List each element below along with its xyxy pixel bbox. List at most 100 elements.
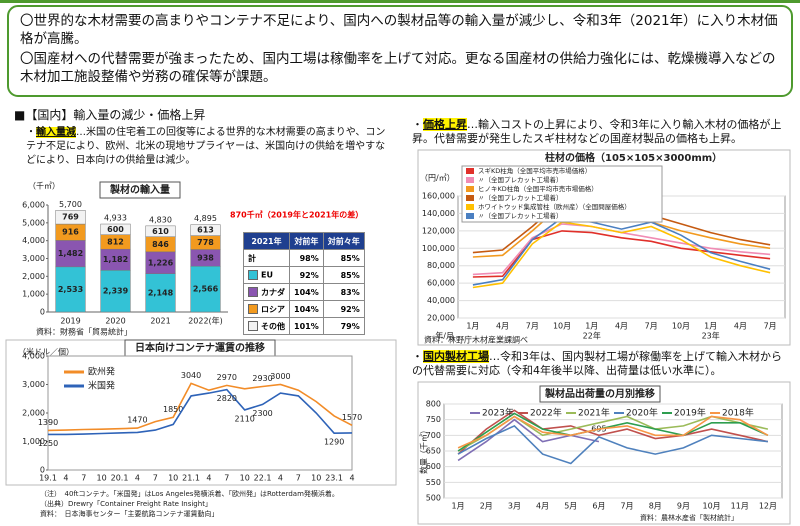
text: …令和3年は、国内製材工場が稼働率を上げて輸入木材からの代替需要に対応（令和4年… bbox=[412, 350, 782, 377]
source: 資料：財務省「貿易統計」 bbox=[36, 327, 132, 337]
right-bullet-2: ・国内製材工場…令和3年は、国内製材工場が稼働率を上げて輸入木材からの代替需要に… bbox=[412, 350, 782, 377]
bar-segment bbox=[190, 224, 221, 236]
data-label: 769 bbox=[62, 213, 79, 222]
x-tick-label: 7 bbox=[153, 474, 158, 483]
legend-label: ホワイトウッド集成管柱（欧州産）（全国問屋価格） bbox=[478, 202, 631, 211]
x-tick-label: 4 bbox=[135, 474, 140, 483]
bar-segment bbox=[100, 223, 131, 235]
x-tick-label: 4月 bbox=[734, 322, 747, 331]
data-label: 1,482 bbox=[58, 249, 83, 258]
x-tick-label: 4 bbox=[63, 474, 68, 483]
import-table: 2021年 対前年 対前々年 計 98% 85% EU 92% 85% カナダ 104% 83% ロ… bbox=[243, 232, 365, 335]
data-label: 610 bbox=[152, 227, 169, 236]
legend-label: 2021年 bbox=[578, 407, 610, 419]
data-label: 1390 bbox=[38, 418, 58, 427]
x-tick-label: 9月 bbox=[677, 502, 690, 511]
y-tick-label: 3,000 bbox=[22, 380, 45, 389]
y-tick-label: 2,000 bbox=[22, 409, 45, 418]
chart-title: 製材の輸入量 bbox=[109, 183, 170, 196]
year-label: 22年 bbox=[583, 331, 601, 341]
series-line bbox=[457, 415, 769, 449]
legend-label: ロシア bbox=[261, 304, 285, 314]
x-tick-label: 7 bbox=[296, 474, 301, 483]
chart-title: 柱材の価格（105×105×3000mm） bbox=[545, 151, 722, 164]
row-label: カナダ bbox=[243, 283, 290, 301]
x-tick-label: 10 bbox=[311, 474, 321, 483]
y-tick-label: 120,000 bbox=[422, 226, 455, 235]
legend-label: 〃（全国プレカット工場着） bbox=[478, 193, 563, 202]
cell: 101% bbox=[289, 317, 324, 335]
legend-label: その他 bbox=[261, 321, 285, 331]
legend-label: スギKD柱角（全国平均市売市場価格） bbox=[478, 166, 591, 175]
data-label: 1470 bbox=[127, 416, 147, 425]
x-tick-label: 2022(年) bbox=[188, 316, 223, 326]
total-label: 5,700 bbox=[59, 200, 82, 209]
x-tick-label: 10 bbox=[97, 474, 107, 483]
data-label: 2,339 bbox=[103, 287, 129, 296]
x-tick-label: 2月 bbox=[480, 502, 493, 511]
data-label: 3000 bbox=[270, 372, 290, 381]
legend-box bbox=[461, 165, 663, 223]
series-line bbox=[457, 418, 600, 462]
cell: 98% bbox=[289, 249, 324, 267]
cell: 92% bbox=[289, 266, 324, 284]
legend-label: EU bbox=[261, 270, 273, 280]
swatch bbox=[248, 304, 258, 314]
legend-label: 2018年 bbox=[722, 407, 754, 419]
chart-title: 製材品出荷量の月別推移 bbox=[544, 387, 655, 400]
legend-label: 2023年 bbox=[482, 407, 514, 419]
x-tick-label: 4月 bbox=[496, 322, 509, 331]
bar-segment bbox=[145, 273, 176, 313]
swatch bbox=[248, 270, 258, 280]
data-label: 2,148 bbox=[148, 288, 174, 297]
series-line bbox=[472, 221, 771, 289]
x-tick-label: 7 bbox=[224, 474, 229, 483]
data-label: 2,533 bbox=[58, 285, 83, 294]
x-tick-label: 22.1 bbox=[254, 474, 272, 483]
legend-swatch bbox=[466, 195, 474, 201]
legend-label: 2020年 bbox=[626, 407, 658, 419]
x-tick-label: 2021 bbox=[150, 317, 170, 326]
note: 資料： 日本海事センター「主要航路コンテナ運賃動向」 bbox=[40, 509, 219, 518]
x-tick-label: 1月 bbox=[585, 322, 598, 331]
series-line bbox=[48, 388, 353, 436]
x-tick-label: 7月 bbox=[645, 322, 658, 331]
x-tick-label: 4 bbox=[349, 474, 354, 483]
data-label: 613 bbox=[197, 226, 214, 235]
y-tick-label: 500 bbox=[426, 494, 441, 503]
x-tick-label: 7月 bbox=[526, 322, 539, 331]
data-label: 1290 bbox=[324, 438, 344, 447]
source: 資料：農林水産省「製材統計」 bbox=[640, 513, 738, 522]
bar-segment bbox=[55, 210, 86, 225]
legend-label: ヒノキKD柱角（全国平均市売市場価格） bbox=[478, 184, 598, 193]
x-tick-label: 10月 bbox=[672, 322, 690, 331]
x-prefix: 年/月 bbox=[435, 331, 454, 341]
x-tick-label: 4月 bbox=[615, 322, 628, 331]
x-tick-label: 4 bbox=[278, 474, 283, 483]
series-line bbox=[472, 216, 771, 286]
y-tick-label: 2,000 bbox=[22, 272, 45, 281]
legend-label: 欧州発 bbox=[88, 366, 115, 378]
row: EU 92% 85% bbox=[243, 266, 365, 284]
row: カナダ 104% 83% bbox=[243, 283, 365, 301]
y-tick-label: 20,000 bbox=[427, 314, 455, 323]
bar-segment bbox=[145, 225, 176, 237]
title-box bbox=[539, 385, 661, 403]
data-label: 812 bbox=[107, 237, 124, 246]
y-tick-label: 650 bbox=[426, 447, 441, 456]
y-tick-label: 40,000 bbox=[427, 296, 455, 305]
total-label: 4,933 bbox=[104, 214, 127, 223]
y-tick-label: 0 bbox=[40, 308, 45, 317]
text: …米国の住宅着工の回復等による世界的な木材需要の高まりや、コンテナ不足により、欧… bbox=[26, 127, 386, 166]
x-tick-label: 5月 bbox=[564, 502, 577, 511]
x-tick-label: 1月 bbox=[452, 502, 465, 511]
y-tick-label: 160,000 bbox=[422, 192, 455, 201]
legend-swatch bbox=[466, 213, 474, 219]
data-label: 600 bbox=[107, 225, 124, 234]
legend-label: 〃（全国プレカット工場着） bbox=[478, 211, 563, 220]
y-tick-label: 5,000 bbox=[22, 218, 45, 227]
legend-label: 米国発 bbox=[88, 380, 115, 392]
y-tick-label: 140,000 bbox=[422, 209, 455, 218]
cell: 79% bbox=[322, 317, 365, 335]
